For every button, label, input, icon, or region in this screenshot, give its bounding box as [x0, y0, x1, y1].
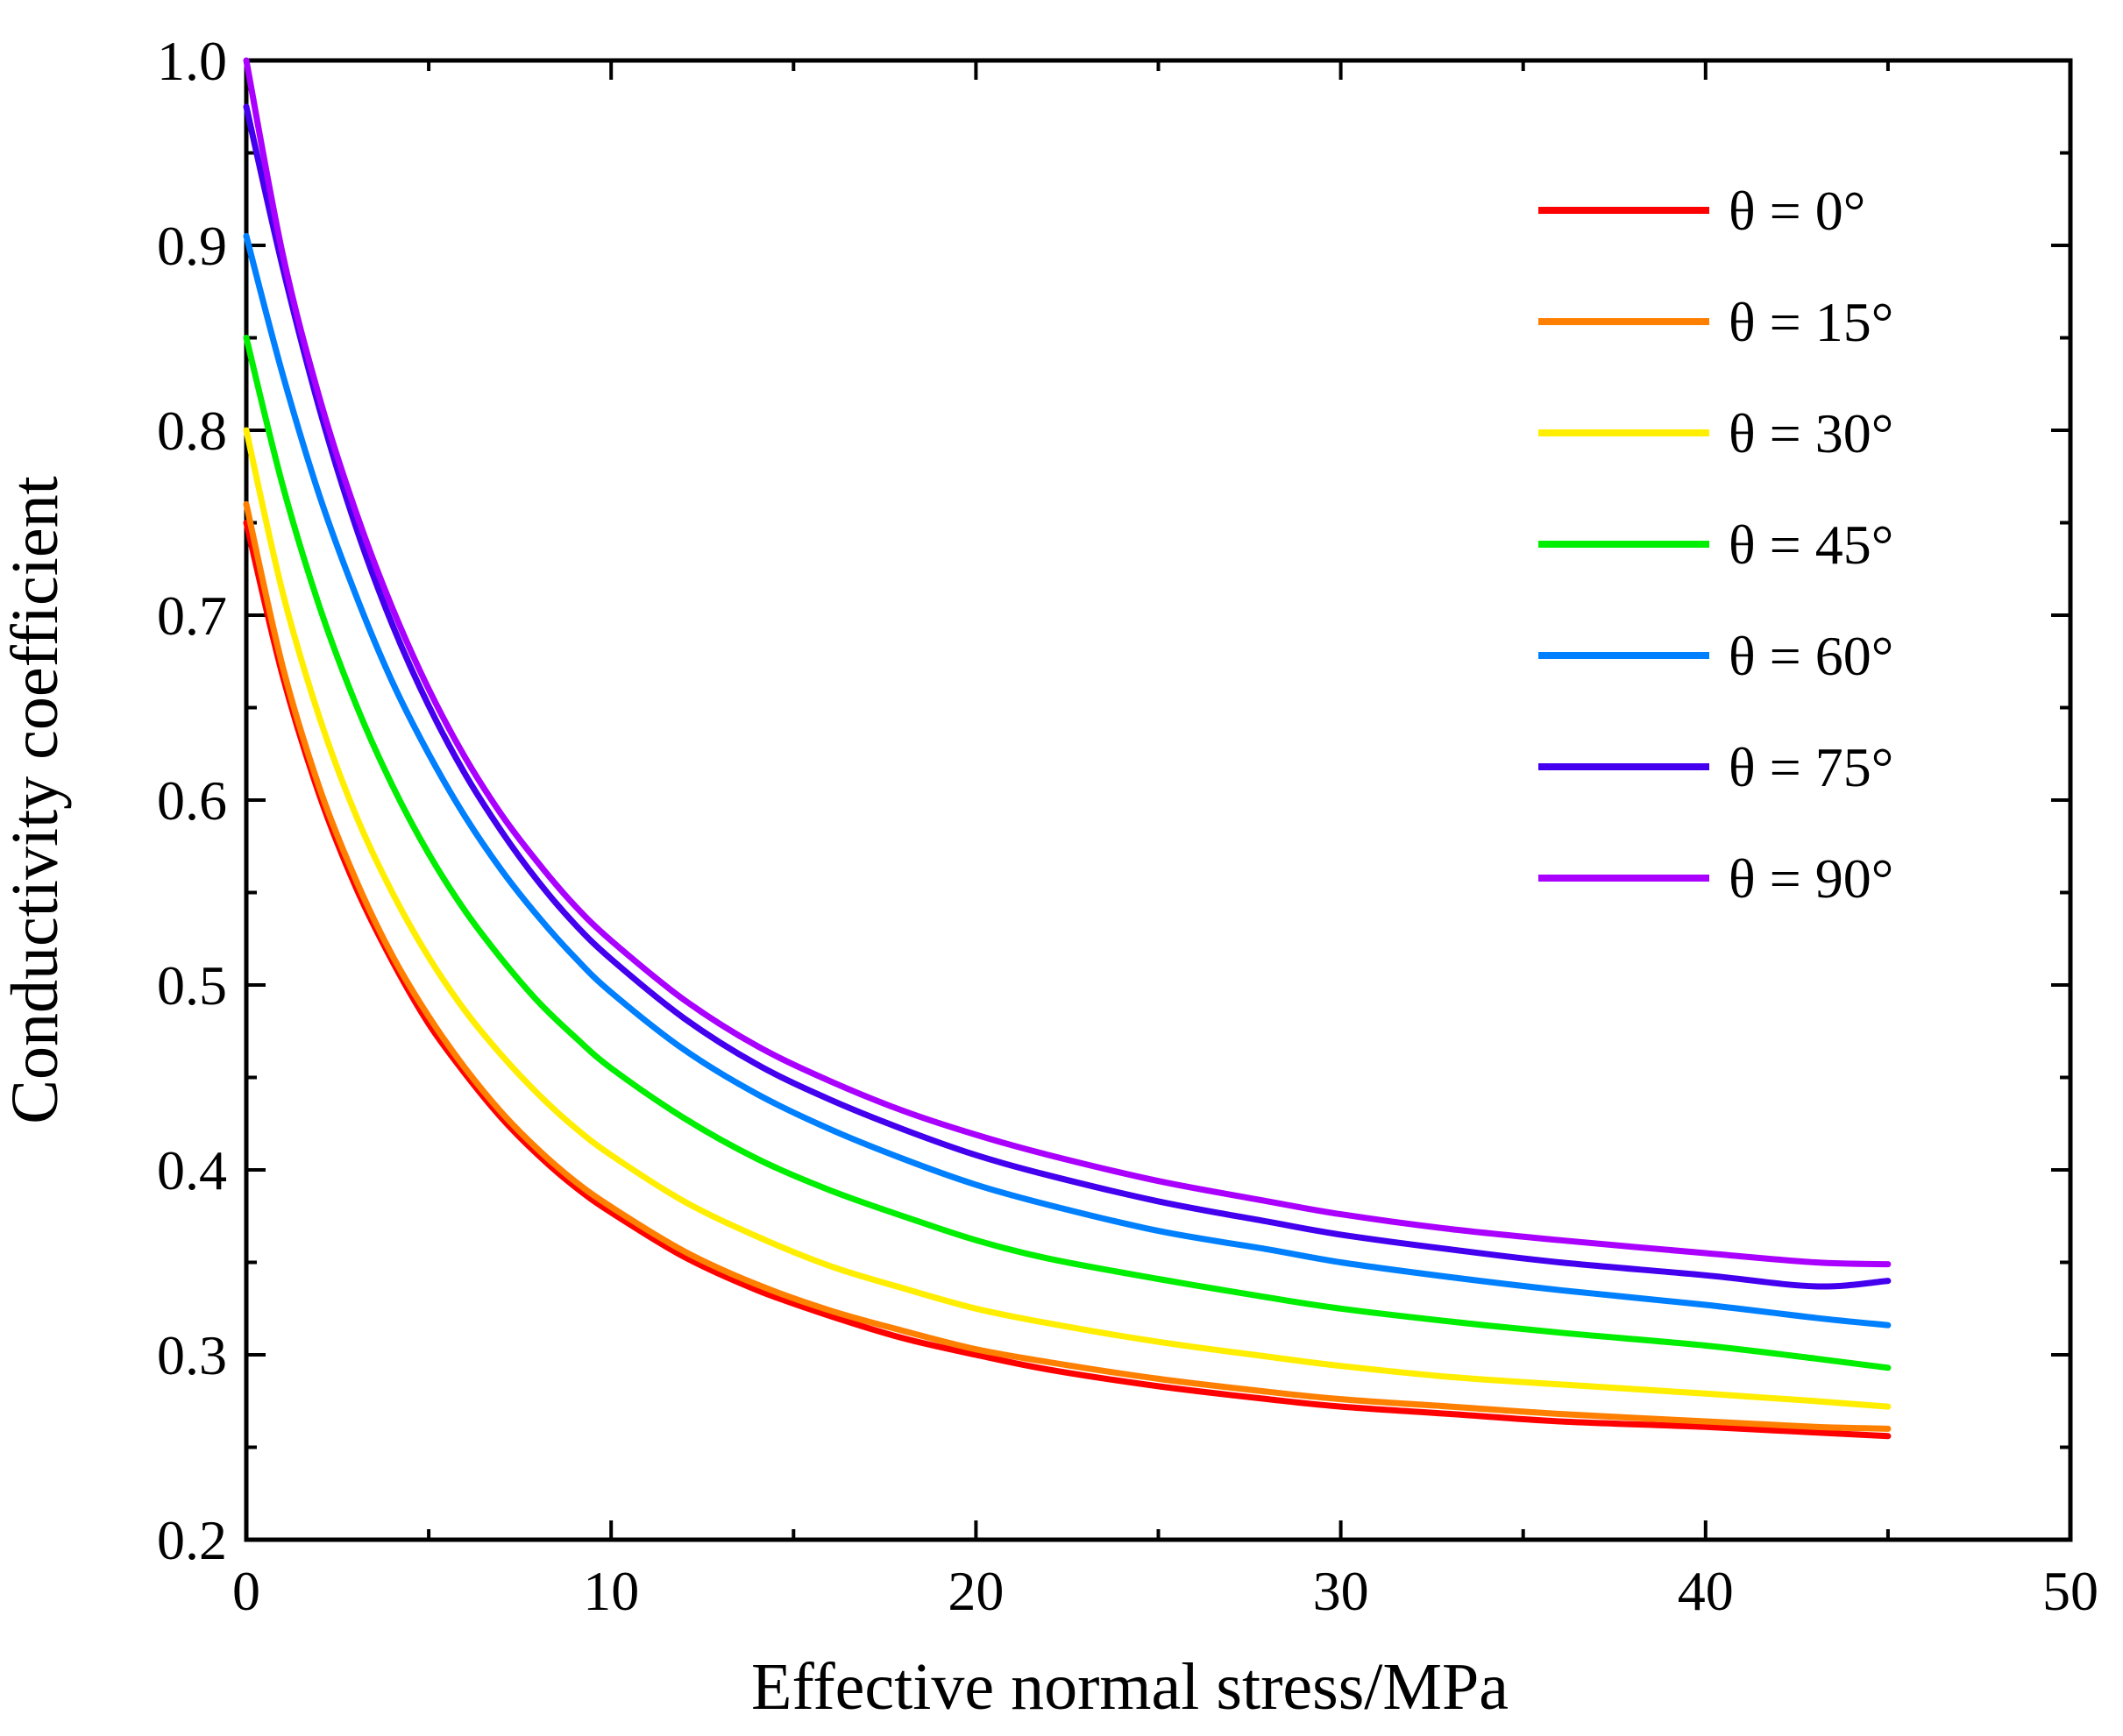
- legend: θ = 0° θ = 15° θ = 30° θ = 45° θ = 60° θ = 75…: [1538, 180, 1893, 910]
- series-line-6: [243, 57, 1892, 1268]
- y-tick-label: 0.7: [157, 585, 227, 647]
- y-axis-title: Conductivity coefficient: [0, 476, 72, 1123]
- series-lines: [243, 57, 1892, 1440]
- x-tick-label: 10: [583, 1560, 639, 1622]
- y-tick-label: 0.9: [157, 215, 227, 277]
- legend-label-2: θ = 30°: [1729, 402, 1893, 464]
- axis-ticks: [245, 59, 2072, 1541]
- series-line-2: [243, 427, 1892, 1410]
- y-tick-label: 0.2: [157, 1509, 227, 1571]
- y-tick-label: 0.3: [157, 1324, 227, 1386]
- legend-label-0: θ = 0°: [1729, 180, 1865, 242]
- x-tick-label: 20: [948, 1560, 1004, 1622]
- tick-labels: 0 10 20 30 40 50 0.2 0.3 0.4 0.5 0.6 0.7 0.8 0.9 1.0: [157, 30, 2098, 1622]
- series-line-3: [243, 335, 1892, 1371]
- y-tick-label: 0.8: [157, 400, 227, 462]
- x-tick-label: 50: [2042, 1560, 2098, 1622]
- legend-label-5: θ = 75°: [1729, 736, 1893, 798]
- y-tick-label: 0.5: [157, 954, 227, 1017]
- series-line-4: [243, 232, 1892, 1329]
- x-axis-title: Effective normal stress/MPa: [751, 1650, 1509, 1724]
- series-line-1: [243, 500, 1892, 1432]
- legend-label-1: θ = 15°: [1729, 291, 1893, 353]
- x-tick-label: 40: [1678, 1560, 1734, 1622]
- y-tick-label: 0.4: [157, 1139, 227, 1201]
- x-tick-label: 0: [232, 1560, 260, 1622]
- legend-label-3: θ = 45°: [1729, 514, 1893, 576]
- x-tick-label: 30: [1313, 1560, 1369, 1622]
- legend-label-4: θ = 60°: [1729, 625, 1893, 687]
- legend-label-6: θ = 90°: [1729, 847, 1893, 910]
- series-line-5: [243, 103, 1892, 1290]
- y-tick-label: 1.0: [157, 30, 227, 92]
- y-tick-label: 0.6: [157, 769, 227, 832]
